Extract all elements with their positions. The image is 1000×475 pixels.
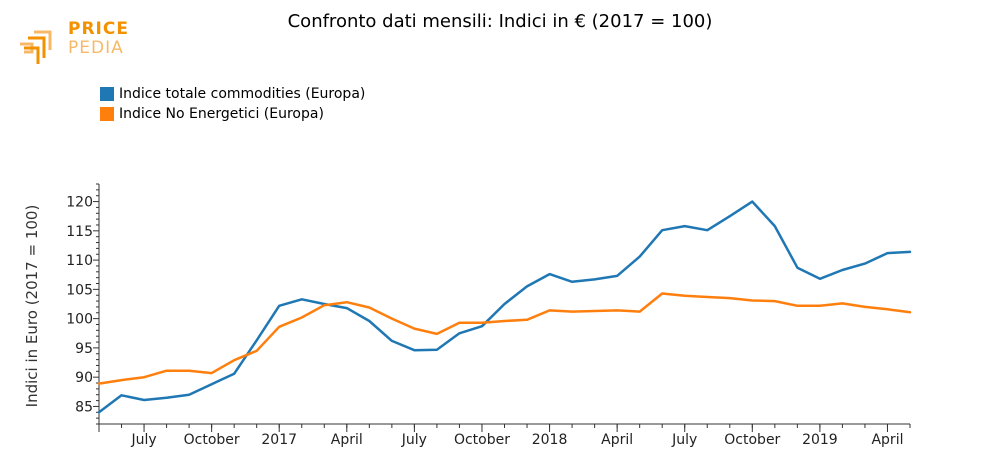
- x-tick-label: April: [871, 432, 903, 448]
- x-tick-label: October: [184, 432, 240, 448]
- y-tick-label: 95: [75, 341, 93, 357]
- y-tick-label: 110: [66, 253, 93, 269]
- legend-label-non-energy: Indice No Energetici (Europa): [119, 106, 324, 122]
- x-axis: July October 2017 April July October 2018 April…: [98, 423, 911, 448]
- y-axis-title: Indici in Euro (2017 = 100): [23, 205, 41, 408]
- y-tick-label: 105: [66, 282, 93, 298]
- logo-text-price: PRICE: [68, 19, 129, 39]
- legend-item-non-energy[interactable]: Indice No Energetici (Europa): [100, 104, 365, 124]
- chart-title: Confronto dati mensili: Indici in € (201…: [287, 11, 713, 32]
- x-tick-label: 2017: [261, 432, 297, 448]
- x-tick-label: July: [130, 432, 156, 448]
- series-line-non-energy[interactable]: [97, 292, 912, 385]
- y-axis: 85 90 95 100 105 110 115 120: [66, 183, 100, 430]
- x-tick-label: April: [331, 432, 363, 448]
- x-tick-label: April: [601, 432, 633, 448]
- y-tick-label: 90: [75, 370, 93, 386]
- x-tick-label: 2019: [802, 432, 838, 448]
- y-tick-label: 115: [66, 224, 93, 240]
- x-tick-label: July: [671, 432, 697, 448]
- series-layer: [97, 200, 912, 414]
- chart-legend: Indice totale commodities (Europa) Indic…: [100, 84, 365, 124]
- legend-label-total: Indice totale commodities (Europa): [119, 86, 366, 102]
- logo-text-pedia: PEDIA: [68, 38, 124, 58]
- y-tick-label: 85: [75, 399, 93, 415]
- series-line-total-commodities[interactable]: [97, 200, 912, 414]
- x-tick-label: October: [454, 432, 510, 448]
- x-tick-label: July: [401, 432, 427, 448]
- y-tick-label: 120: [66, 195, 93, 211]
- pricepedia-logo: PRICE PEDIA: [18, 18, 128, 68]
- legend-item-total[interactable]: Indice totale commodities (Europa): [100, 84, 365, 104]
- y-tick-label: 100: [66, 312, 93, 328]
- legend-swatch-non-energy: [100, 107, 114, 121]
- pricepedia-logo-mark: [20, 30, 52, 64]
- legend-swatch-total: [100, 87, 114, 101]
- x-tick-label: 2018: [532, 432, 568, 448]
- x-tick-label: October: [724, 432, 780, 448]
